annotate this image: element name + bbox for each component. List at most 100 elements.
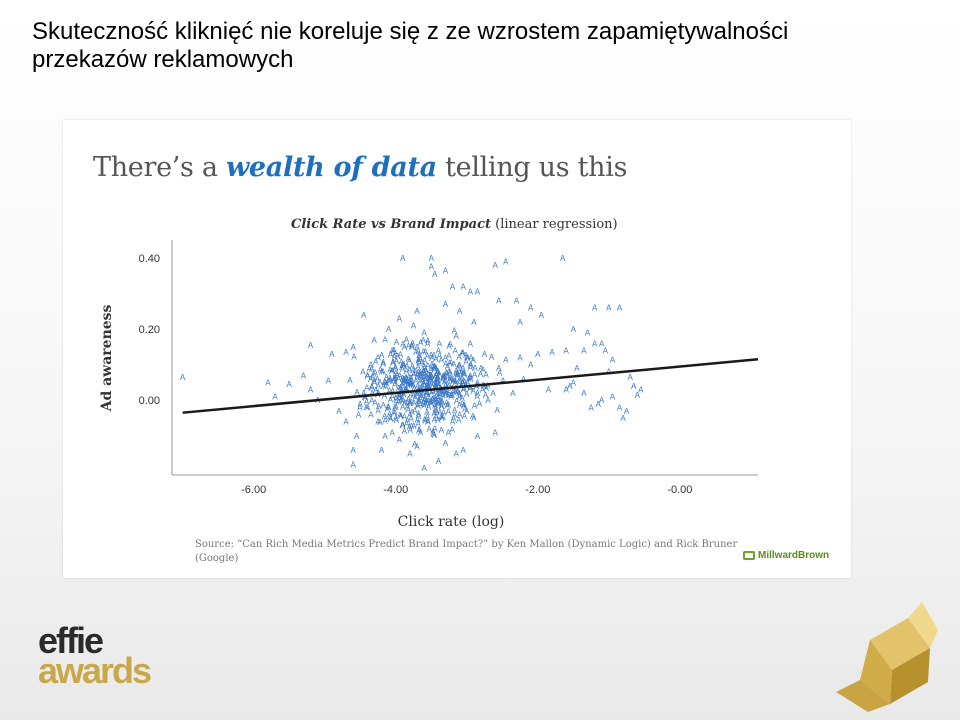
scatter-point: A: [462, 405, 468, 414]
scatter-point: A: [588, 403, 594, 412]
scatter-point: A: [514, 297, 520, 306]
scatter-point: A: [396, 384, 402, 393]
scatter-point: A: [418, 401, 424, 410]
scatter-point: A: [581, 389, 587, 398]
scatter-point: A: [427, 373, 433, 382]
scatter-point: A: [592, 339, 598, 348]
scatter-point: A: [431, 409, 437, 418]
scatter-point: A: [419, 393, 425, 402]
scatter-point: A: [421, 396, 427, 405]
scatter-point: A: [418, 428, 424, 437]
millward-brown-logo-icon: [743, 551, 755, 560]
scatter-point: A: [423, 417, 429, 426]
scatter-point: A: [411, 422, 417, 431]
scatter-point: A: [411, 391, 417, 400]
scatter-point: A: [442, 376, 448, 385]
scatter-point: A: [437, 339, 443, 348]
scatter-point: A: [455, 372, 461, 381]
scatter-point: A: [398, 385, 404, 394]
scatter-point: A: [390, 346, 396, 355]
scatter-point: A: [414, 374, 420, 383]
scatter-point: A: [383, 417, 389, 426]
scatter-point: A: [364, 403, 370, 412]
y-axis-label: Ad awareness: [99, 304, 115, 412]
scatter-point: A: [393, 394, 399, 403]
scatter-point: A: [453, 370, 459, 379]
scatter-point: A: [417, 370, 423, 379]
scatter-point: A: [406, 342, 412, 351]
scatter-point: A: [429, 351, 435, 360]
scatter-point: A: [381, 360, 387, 369]
scatter-point: A: [393, 373, 399, 382]
scatter-point: A: [400, 340, 406, 349]
scatter-point: A: [428, 375, 434, 384]
scatter-point: A: [411, 370, 417, 379]
scatter-point: A: [466, 375, 472, 384]
scatter-point: A: [430, 395, 436, 404]
scatter-point: A: [416, 426, 422, 435]
scatter-point: A: [400, 365, 406, 374]
scatter-point: A: [416, 357, 422, 366]
scatter-point: A: [458, 369, 464, 378]
scatter-point: A: [408, 415, 414, 424]
scatter-point: A: [465, 379, 471, 388]
scatter-point: A: [373, 386, 379, 395]
scatter-point: A: [528, 361, 534, 370]
scatter-point: A: [388, 376, 394, 385]
scatter-point: A: [460, 348, 466, 357]
scatter-point: A: [581, 346, 587, 355]
scatter-point: A: [434, 379, 440, 388]
scatter-point: A: [457, 410, 463, 419]
headline-pre: There’s a: [93, 152, 226, 183]
chart-title-emphasis: Click Rate vs Brand Impact: [291, 217, 491, 232]
scatter-point: A: [429, 380, 435, 389]
scatter-point: A: [401, 397, 407, 406]
scatter-point: A: [405, 377, 411, 386]
scatter-point: A: [412, 367, 418, 376]
scatter-point: A: [381, 382, 387, 391]
scatter-point: A: [432, 373, 438, 382]
scatter-point: A: [329, 350, 335, 359]
headline-emphasis: wealth of data: [225, 152, 437, 183]
scatter-point: A: [433, 381, 439, 390]
scatter-point: A: [592, 304, 598, 313]
scatter-point: A: [433, 380, 439, 389]
scatter-point: A: [397, 392, 403, 401]
scatter-point: A: [369, 365, 375, 374]
scatter-point: A: [452, 406, 458, 415]
scatter-point: A: [434, 408, 440, 417]
scatter-point: A: [354, 388, 360, 397]
scatter-point: A: [429, 360, 435, 369]
scatter-point: A: [425, 413, 431, 422]
scatter-point: A: [430, 380, 436, 389]
scatter-point: A: [411, 399, 417, 408]
scatter-point: A: [407, 410, 413, 419]
scatter-point: A: [497, 369, 503, 378]
scatter-point: A: [408, 380, 414, 389]
x-tick-label: -6.00: [241, 484, 266, 496]
scatter-point: A: [455, 369, 461, 378]
scatter-point: A: [443, 354, 449, 363]
scatter-point: A: [433, 355, 439, 364]
scatter-point: A: [432, 425, 438, 434]
scatter-point: A: [447, 340, 453, 349]
scatter-point: A: [418, 354, 424, 363]
scatter-point: A: [426, 403, 432, 412]
scatter-point: A: [308, 341, 314, 350]
scatter-point: A: [445, 391, 451, 400]
scatter-point: A: [436, 457, 442, 466]
scatter-point: A: [429, 371, 435, 380]
scatter-point: A: [429, 373, 435, 382]
scatter-point: A: [456, 362, 462, 371]
scatter-point: A: [418, 368, 424, 377]
scatter-point: A: [388, 396, 394, 405]
scatter-point: A: [393, 364, 399, 373]
scatter-point: A: [423, 376, 429, 385]
scatter-point: A: [431, 364, 437, 373]
scatter-point: A: [391, 347, 397, 356]
scatter-point: A: [390, 428, 396, 437]
scatter-point: A: [447, 359, 453, 368]
scatter-point: A: [471, 414, 477, 423]
y-tick-label: 0.00: [139, 395, 160, 407]
scatter-point: A: [393, 403, 399, 412]
